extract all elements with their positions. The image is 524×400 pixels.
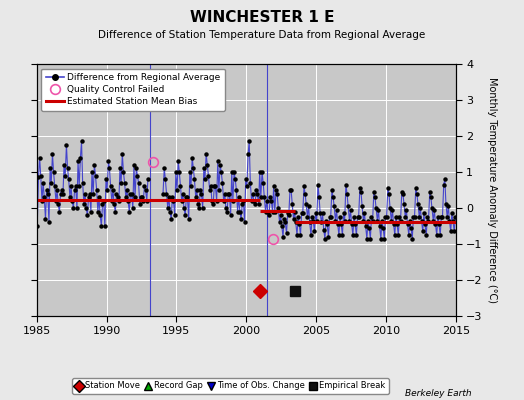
Text: Difference of Station Temperature Data from Regional Average: Difference of Station Temperature Data f… [99,30,425,40]
Y-axis label: Monthly Temperature Anomaly Difference (°C): Monthly Temperature Anomaly Difference (… [487,77,497,303]
Text: Berkeley Earth: Berkeley Earth [405,389,472,398]
Text: WINCHESTER 1 E: WINCHESTER 1 E [190,10,334,25]
Legend: Difference from Regional Average, Quality Control Failed, Estimated Station Mean: Difference from Regional Average, Qualit… [41,68,225,111]
Legend: Station Move, Record Gap, Time of Obs. Change, Empirical Break: Station Move, Record Gap, Time of Obs. C… [72,378,389,394]
